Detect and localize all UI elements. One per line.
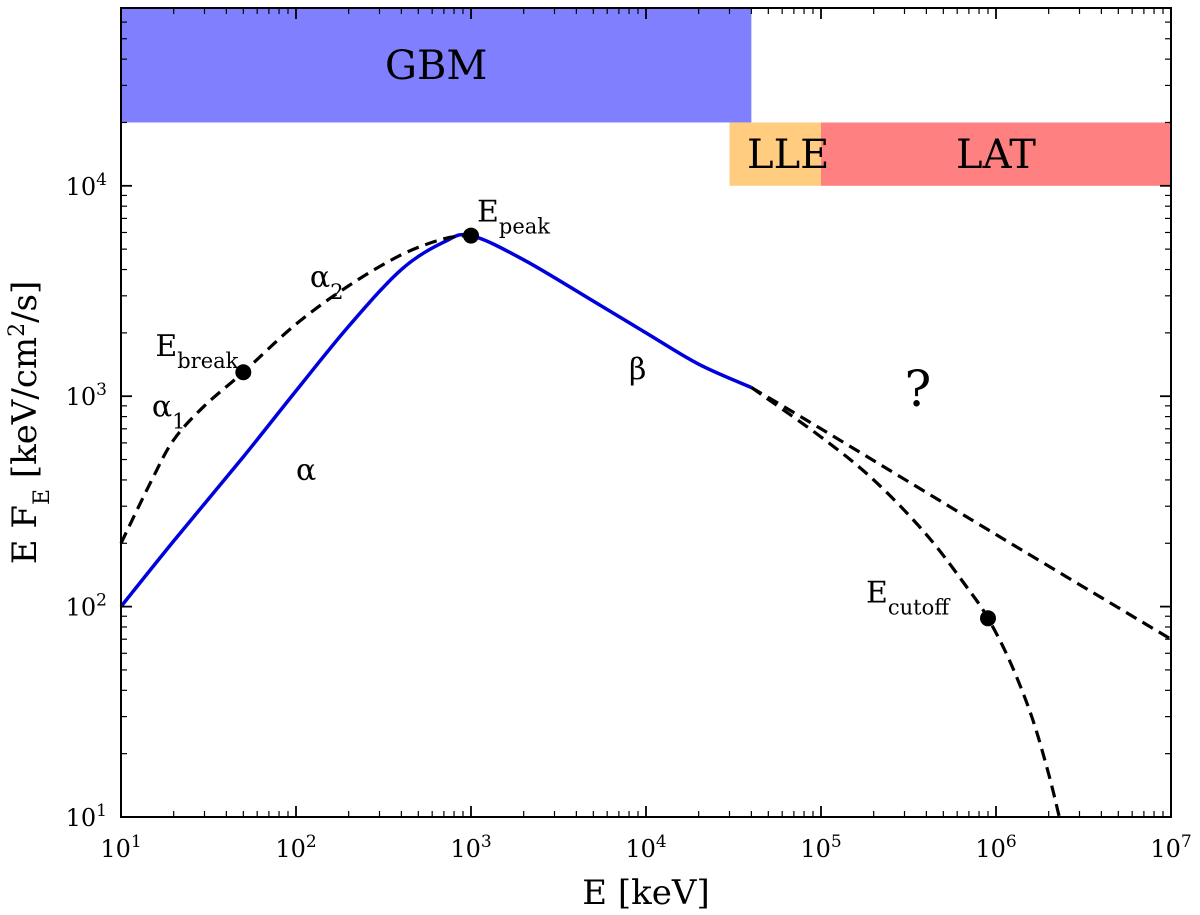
x-tick-label: 105: [800, 832, 841, 863]
x-tick-label: 107: [1150, 832, 1191, 863]
annotation-beta: β: [629, 353, 646, 388]
y-axis-label: E FE [keV/cm2/s]: [5, 281, 55, 565]
y-tick-label: 102: [66, 591, 107, 622]
band-label-lat: LAT: [956, 132, 1036, 178]
marker-point-2: [463, 227, 479, 244]
band-label-gbm: GBM: [385, 43, 487, 89]
x-tick-label: 102: [275, 832, 316, 863]
instrument-labels: GBM LLE LAT: [385, 43, 1036, 178]
y-tick-label: 101: [66, 801, 107, 832]
series-curve-4: [750, 386, 1061, 818]
series-curve-1: [119, 232, 753, 608]
x-axis-label: E [keV]: [582, 873, 709, 913]
band-lle: [729, 122, 821, 186]
spectrum-curves: [119, 232, 1172, 818]
x-tick-label: 103: [450, 832, 491, 863]
y-tick-label: 103: [66, 380, 107, 411]
x-tick-label: 101: [100, 832, 141, 863]
x-tick-label: 106: [975, 832, 1016, 863]
band-lat: [821, 122, 1171, 186]
series-curve-3: [750, 386, 1172, 641]
annotation-epeak: Epeak: [477, 195, 550, 239]
instrument-bands: [121, 8, 1171, 186]
annotation-alpha: α: [296, 453, 316, 488]
band-label-lle: LLE: [747, 132, 829, 178]
annotation-ebreak: Ebreak: [155, 329, 238, 373]
x-tick-label: 104: [625, 832, 666, 863]
band-gbm: [121, 8, 752, 123]
marker-point-1: [235, 364, 252, 381]
annotation-question: ?: [904, 360, 931, 418]
series-curve-2: [119, 233, 472, 544]
marker-point-3: [979, 610, 996, 627]
annotation-alpha1: α1: [152, 390, 186, 434]
annotation-ecutoff: Ecutoff: [866, 575, 951, 619]
energy-markers: [235, 227, 996, 627]
axis-ticks: 101 102 103 104 105 106 107 101 102 103 104: [66, 8, 1192, 863]
annotation-alpha2: α2: [310, 260, 344, 304]
annotations: Epeak Ebreak Ecutoff α1 α2 α β?: [152, 195, 951, 620]
y-tick-label: 104: [66, 170, 107, 201]
